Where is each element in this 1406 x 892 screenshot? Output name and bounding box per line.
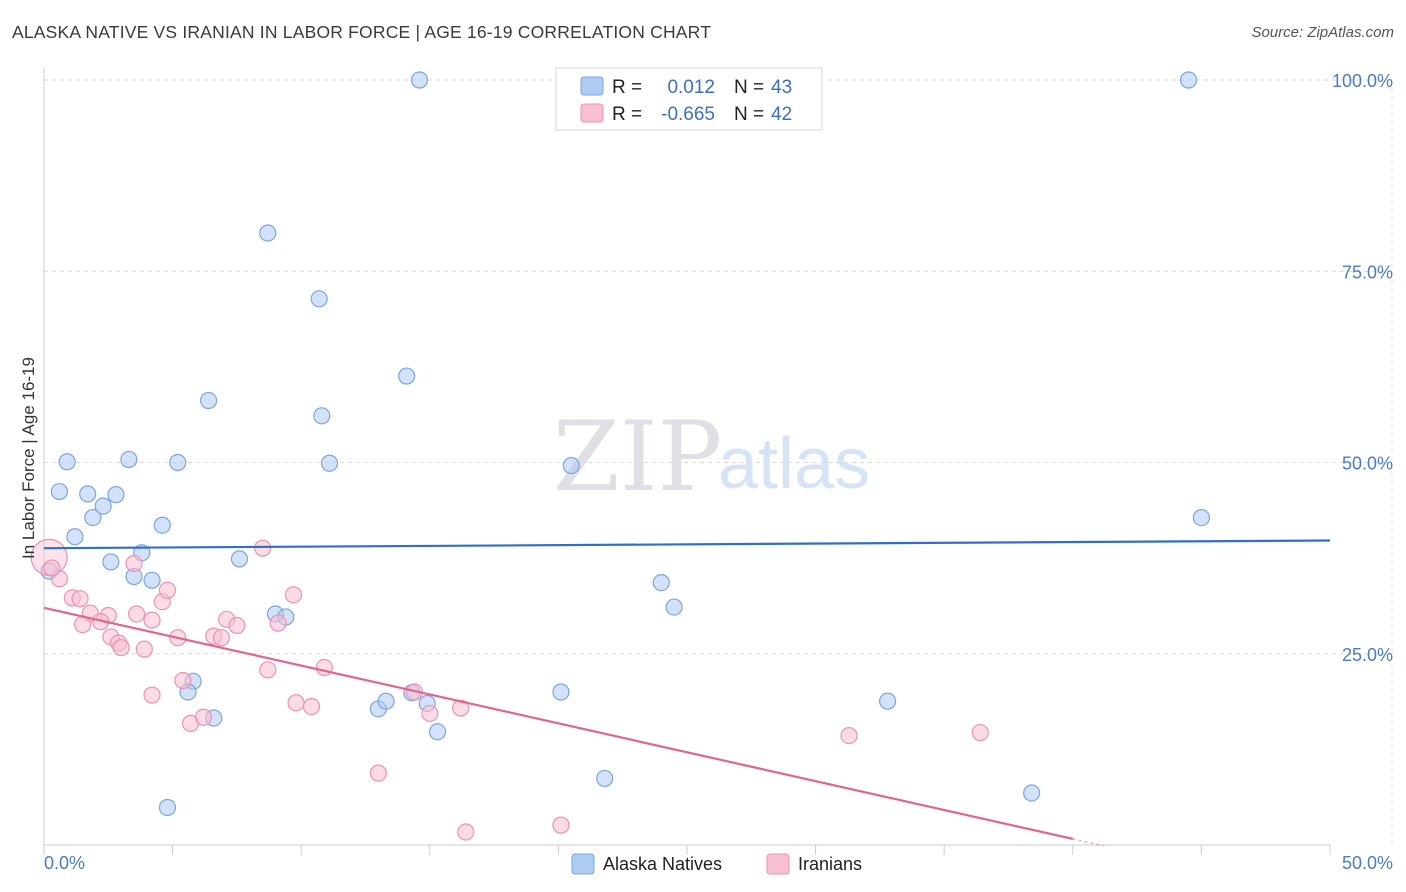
- iranian-point-37: [452, 699, 470, 717]
- alaska-native-point-2: [50, 482, 69, 501]
- alaska-native-point-25: [1192, 508, 1211, 527]
- alaska-native-point-38: [552, 683, 570, 701]
- iranian-point-30: [287, 694, 305, 712]
- x-tick-label-0: 0.0%: [44, 853, 85, 873]
- x-tick-label-1: 50.0%: [1342, 853, 1393, 873]
- series-label-alaska-natives: Alaska Natives: [603, 854, 722, 874]
- axes: [43, 68, 1331, 855]
- alaska-native-point-6: [94, 497, 112, 515]
- alaska-native-point-39: [596, 769, 614, 788]
- alaska-native-point-34: [377, 692, 395, 710]
- alaska-native-point-8: [120, 450, 138, 469]
- iranian-point-28: [269, 614, 287, 632]
- legend-r-label-1: R =: [612, 77, 642, 98]
- iranian-point-33: [143, 686, 161, 704]
- iranian-point-14: [143, 611, 161, 629]
- alaska-native-point-21: [398, 367, 416, 385]
- legend-r-label-2: R =: [612, 104, 642, 125]
- alaska-native-point-17: [259, 224, 277, 242]
- watermark: ZIP atlas: [553, 401, 870, 513]
- legend-r-value-2: -0.665: [661, 104, 715, 125]
- alaska-native-point-16: [230, 550, 249, 568]
- alaska-native-point-15: [200, 391, 218, 410]
- iranian-point-2: [43, 559, 61, 577]
- alaska-natives-trend-line: [43, 539, 1331, 550]
- iranian-point-8: [73, 616, 92, 634]
- legend-swatch-blue: [580, 76, 604, 96]
- gridlines: [44, 79, 1393, 845]
- source-credit: Source: ZipAtlas.com: [1251, 24, 1394, 41]
- iranian-point-26: [254, 539, 272, 557]
- alaska-native-point-3: [79, 485, 97, 503]
- y-tick-label-2: 75.0%: [1342, 262, 1393, 282]
- correlation-legend: R = 0.012 N = 43 R = -0.665 N = 42: [555, 67, 823, 131]
- legend-n-label-1: N =: [734, 77, 764, 98]
- alaska-native-point-24: [1179, 71, 1198, 89]
- alaska-native-point-41: [1023, 784, 1041, 802]
- series-swatch-alaska-natives: [571, 853, 595, 875]
- iranian-point-27: [259, 661, 277, 679]
- alaska-native-point-20: [320, 454, 339, 472]
- alaska-native-point-18: [310, 290, 328, 308]
- alaska-native-point-22: [410, 71, 429, 89]
- tick-labels: 25.0% 50.0% 75.0% 100.0% 0.0% 50.0%: [44, 71, 1393, 873]
- iranians-trend-line: [43, 606, 1074, 840]
- watermark-zip: ZIP: [553, 401, 722, 513]
- alaska-native-point-23: [562, 456, 580, 475]
- iranian-point-4: [71, 590, 89, 608]
- legend-n-label-2: N =: [734, 104, 764, 125]
- series-label-iranians: Iranians: [798, 854, 862, 874]
- iranian-point-13: [127, 605, 146, 623]
- alaska-native-point-5: [84, 508, 102, 527]
- alaska-native-point-37: [428, 723, 447, 741]
- alaska-native-point-12: [102, 553, 120, 571]
- iranian-point-11: [112, 639, 130, 657]
- alaska-native-point-4: [107, 486, 125, 504]
- alaska-native-point-10: [169, 453, 187, 472]
- iranian-point-41: [971, 723, 989, 742]
- data-points: [30, 71, 1211, 841]
- iranian-point-16: [158, 581, 177, 599]
- iranian-point-23: [212, 629, 231, 647]
- chart-title: ALASKA NATIVE VS IRANIAN IN LABOR FORCE …: [12, 22, 712, 42]
- series-legend: Alaska Natives Iranians: [571, 853, 862, 875]
- alaska-native-point-27: [652, 574, 670, 592]
- alaska-native-point-42: [158, 798, 177, 817]
- iranian-point-17: [135, 640, 153, 658]
- iranian-point-34: [369, 764, 387, 782]
- alaska-native-point-19: [313, 407, 331, 425]
- iranians-trend-extension: [1072, 838, 1104, 847]
- legend-r-value-1: 0.012: [667, 77, 715, 98]
- alaska-native-point-14: [143, 571, 161, 589]
- iranian-point-12: [125, 554, 143, 573]
- y-tick-label-0: 25.0%: [1342, 645, 1393, 665]
- legend-swatch-pink: [580, 103, 604, 123]
- iranian-point-40: [840, 727, 858, 745]
- iranian-point-38: [457, 823, 475, 841]
- iranian-point-31: [302, 697, 321, 716]
- iranian-point-39: [552, 816, 570, 834]
- iranian-point-29: [284, 586, 303, 604]
- iranian-point-25: [228, 616, 246, 635]
- y-axis-label: In Labor Force | Age 16-19: [19, 357, 38, 559]
- legend-n-value-1: 43: [771, 77, 792, 98]
- alaska-native-point-40: [879, 692, 897, 710]
- y-tick-label-3: 100.0%: [1332, 71, 1393, 91]
- iranian-point-21: [194, 708, 213, 726]
- alaska-native-point-7: [66, 528, 84, 546]
- iranian-point-36: [421, 704, 439, 723]
- watermark-atlas: atlas: [718, 424, 870, 504]
- alaska-native-point-26: [665, 598, 683, 616]
- legend-n-value-2: 42: [771, 104, 792, 125]
- alaska-native-point-1: [58, 453, 76, 471]
- series-swatch-iranians: [766, 853, 790, 875]
- trend-lines: [43, 539, 1331, 847]
- iranian-point-19: [174, 671, 192, 690]
- alaska-native-point-9: [153, 516, 171, 534]
- y-tick-label-1: 50.0%: [1342, 454, 1393, 474]
